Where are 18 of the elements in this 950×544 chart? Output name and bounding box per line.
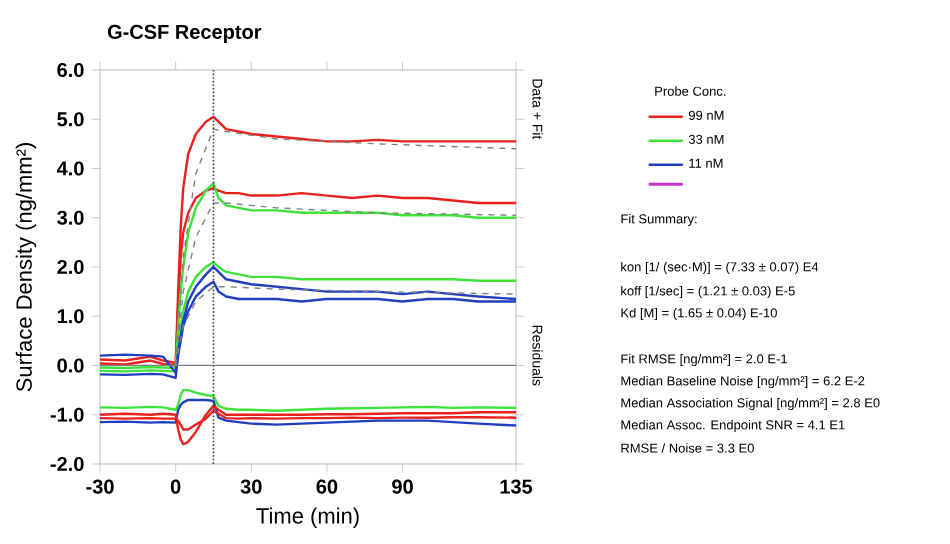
y-tick-label: 5.0 xyxy=(57,112,84,127)
y-axis-title: Surface Density (ng/mm²) xyxy=(15,143,37,392)
x-tick-label: 0 xyxy=(170,479,181,494)
x-tick-label: -30 xyxy=(86,479,114,494)
chart-title: G-CSF Receptor xyxy=(107,24,262,43)
x-tick-label: 90 xyxy=(392,479,413,494)
x-tick-label: 135 xyxy=(500,479,533,494)
y-tick-label: 3.0 xyxy=(57,210,84,225)
y-tick-label: -2.0 xyxy=(50,456,84,472)
y-tick-label: 2.0 xyxy=(57,259,84,275)
y-tick-label: 0.0 xyxy=(57,358,84,373)
y-tick-label: 1.0 xyxy=(57,309,84,324)
y-tick-label: 4.0 xyxy=(56,161,84,176)
y-tick-label: 6.0 xyxy=(57,62,84,78)
x-tick-label: 60 xyxy=(316,479,338,494)
x-tick-label: 30 xyxy=(240,479,262,494)
x-axis-title: Time (min) xyxy=(256,507,359,528)
y-tick-label: -1.0 xyxy=(50,407,84,422)
